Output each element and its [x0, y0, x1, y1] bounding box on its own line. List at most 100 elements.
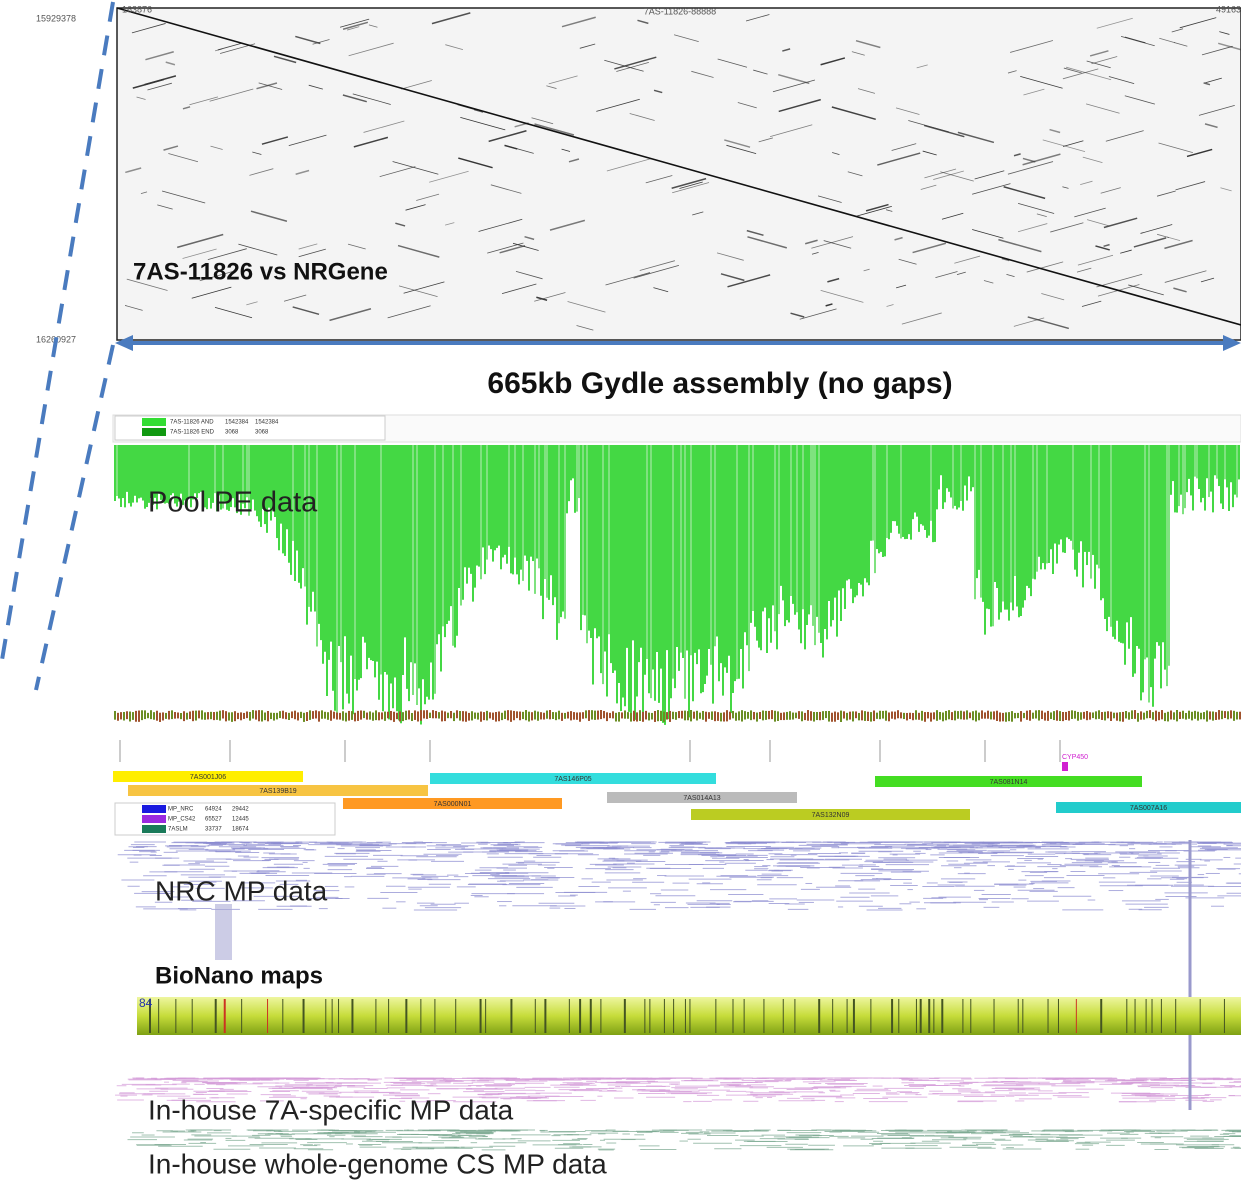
dot-segment [1140, 224, 1173, 234]
dot-segment [295, 169, 310, 175]
dot-segment [499, 244, 526, 254]
dot-segment [637, 19, 649, 25]
bionano-map [137, 997, 1241, 1035]
dot-segment [940, 171, 974, 182]
legend-total: 3068 [255, 430, 269, 436]
dot-segment [1076, 267, 1092, 273]
dot-segment [1103, 243, 1110, 248]
dot-segment [199, 271, 233, 282]
bionano-sites [149, 999, 1225, 1033]
dot-segment [346, 26, 360, 31]
bac-tile [343, 798, 562, 809]
dot-segment [163, 145, 179, 151]
dot-segment [368, 24, 378, 28]
dot-segment [974, 170, 1005, 180]
legend-count: 65527 [205, 817, 222, 823]
dot-segment [249, 168, 274, 176]
dotplot [116, 7, 1241, 341]
dot-segment [957, 131, 995, 144]
dot-segment [653, 287, 669, 293]
bac-label: 7AS014A13 [683, 795, 720, 802]
dot-segment [136, 96, 146, 100]
dot-segment [182, 106, 191, 110]
dot-segment [1049, 128, 1061, 134]
x-start: 163876 [122, 4, 152, 14]
dot-segment [886, 304, 894, 307]
dot-segment [1201, 45, 1233, 56]
dot-segment [445, 44, 464, 51]
bac-tiles: 7AS001J06 7AS139B19 7AS146P05 7AS000N01 7AS0… [113, 771, 1241, 820]
dot-segment [308, 84, 323, 90]
dot-segment [923, 124, 965, 138]
bionano-id: 84 [139, 996, 153, 1010]
dot-segment [392, 161, 439, 175]
dot-segment [691, 70, 714, 78]
dot-segment [283, 294, 307, 302]
dot-segment [397, 244, 440, 258]
dot-segment [847, 171, 863, 177]
dot-segment [210, 145, 223, 150]
dot-segment [177, 233, 224, 249]
dot-segment [865, 203, 889, 212]
dot-segment [811, 252, 819, 255]
dot-segment [1082, 156, 1103, 164]
bionano-label: BioNano maps [155, 962, 323, 989]
dot-segment [1020, 76, 1063, 89]
dot-segment [895, 107, 920, 115]
dot-segment [901, 312, 942, 325]
dot-segment [549, 219, 586, 231]
mp-reads [115, 841, 1241, 1151]
dot-segment [474, 109, 484, 113]
dot-segment [956, 271, 966, 275]
dot-segment [531, 117, 554, 125]
dot-segment [567, 301, 606, 313]
dot-segment [1085, 103, 1120, 114]
dot-segment [576, 325, 594, 331]
bac-label: 7AS007A16 [1130, 805, 1167, 812]
dot-segment [1074, 207, 1106, 218]
dot-segment [561, 148, 571, 152]
dot-segment [395, 222, 406, 227]
dot-segment [920, 184, 937, 190]
dot-segment [1077, 254, 1114, 266]
dot-segment [488, 130, 527, 143]
bac-tile [430, 773, 716, 784]
dot-segment [1017, 223, 1048, 233]
dot-segment [1156, 190, 1176, 197]
dot-segment [214, 307, 253, 319]
dot-segment [1086, 60, 1111, 69]
dot-segment [1095, 245, 1110, 251]
dot-segment [217, 43, 241, 51]
dot-segment [727, 274, 771, 288]
dot-segment [855, 39, 881, 49]
gene-label: CYP450 [1062, 754, 1088, 761]
zoom-line [0, 1, 115, 661]
dot-segment [606, 158, 652, 172]
dot-segment [1120, 249, 1132, 254]
dot-segment [924, 168, 957, 179]
dot-segment [804, 239, 818, 245]
dot-segment [1089, 50, 1109, 57]
dot-segment [1124, 95, 1156, 105]
dot-segment [894, 236, 903, 241]
dot-segment [645, 175, 673, 184]
dot-segment [1001, 257, 1010, 262]
dot-segment [298, 248, 326, 258]
dot-segment [145, 51, 174, 61]
dot-segment [144, 75, 177, 86]
bac-tile [691, 809, 970, 820]
dot-segment [250, 210, 288, 222]
dot-segment [1175, 181, 1206, 191]
dot-segment [772, 79, 816, 93]
dot-segment [246, 301, 258, 306]
legend-total: 29442 [232, 807, 249, 813]
dot-segment [745, 14, 770, 22]
dot-segment [131, 23, 166, 34]
bac-label: 7AS000N01 [434, 801, 472, 808]
assembly-label: 665kb Gydle assembly (no gaps) [487, 367, 952, 400]
dot-segment [823, 240, 852, 249]
bac-tile [607, 792, 797, 803]
dot-segment [568, 158, 580, 163]
dot-segment [831, 106, 876, 121]
